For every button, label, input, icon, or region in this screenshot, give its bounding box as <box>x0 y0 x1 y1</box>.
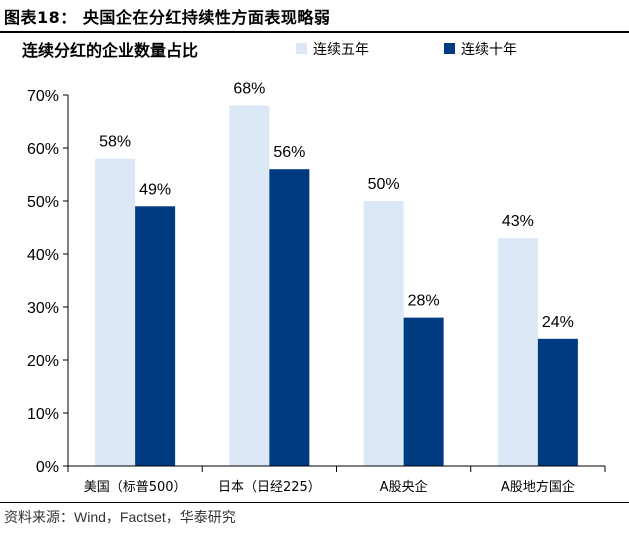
bar <box>229 105 270 466</box>
y-tick-label: 60% <box>27 141 59 158</box>
data-label: 68% <box>233 81 265 98</box>
legend: 连续五年 连续十年 <box>296 41 517 58</box>
x-tick-label: A股地方国企 <box>501 479 575 495</box>
y-tick-label: 40% <box>27 247 59 264</box>
x-tick-label: A股央企 <box>380 479 428 495</box>
x-tick-label: 美国（标普500） <box>84 480 187 495</box>
data-label: 24% <box>542 314 574 331</box>
chart-title: 连续分红的企业数量占比 <box>22 41 198 60</box>
source-rule <box>0 502 629 503</box>
x-tick-label: 日本（日经225） <box>218 480 321 495</box>
legend-label: 连续五年 <box>313 41 369 58</box>
bars: 58% 49% 68% 56% 50% 28% 43% 24% <box>95 81 578 467</box>
y-axis: 0% 10% 20% 30% 40% 50% 60% 70% <box>27 88 69 476</box>
y-tick-label: 10% <box>27 406 59 423</box>
data-label: 50% <box>368 176 400 193</box>
y-tick-label: 30% <box>27 300 59 317</box>
data-label: 58% <box>99 134 131 151</box>
y-tick-label: 50% <box>27 194 59 211</box>
bar <box>537 338 578 466</box>
bar <box>497 238 538 466</box>
bar <box>95 158 136 466</box>
y-tick-label: 20% <box>27 353 59 370</box>
x-axis: 美国（标普500） 日本（日经225） A股央企 A股地方国企 <box>67 465 606 495</box>
title-rule <box>0 31 629 33</box>
source-note: 资料来源：Wind，Factset，华泰研究 <box>4 509 236 525</box>
data-label: 28% <box>408 293 440 310</box>
data-label: 49% <box>139 181 171 198</box>
bar <box>363 201 404 466</box>
legend-swatch <box>444 43 455 54</box>
data-label: 43% <box>502 213 534 230</box>
data-label: 56% <box>273 144 305 161</box>
y-tick-label: 0% <box>36 459 59 476</box>
legend-label: 连续十年 <box>461 41 517 58</box>
bar <box>403 317 444 466</box>
bar <box>135 206 176 467</box>
legend-swatch <box>296 43 307 54</box>
figure-title: 图表18： 央国企在分红持续性方面表现略弱 <box>4 8 331 27</box>
y-tick-label: 70% <box>27 88 59 105</box>
bar <box>269 169 310 466</box>
